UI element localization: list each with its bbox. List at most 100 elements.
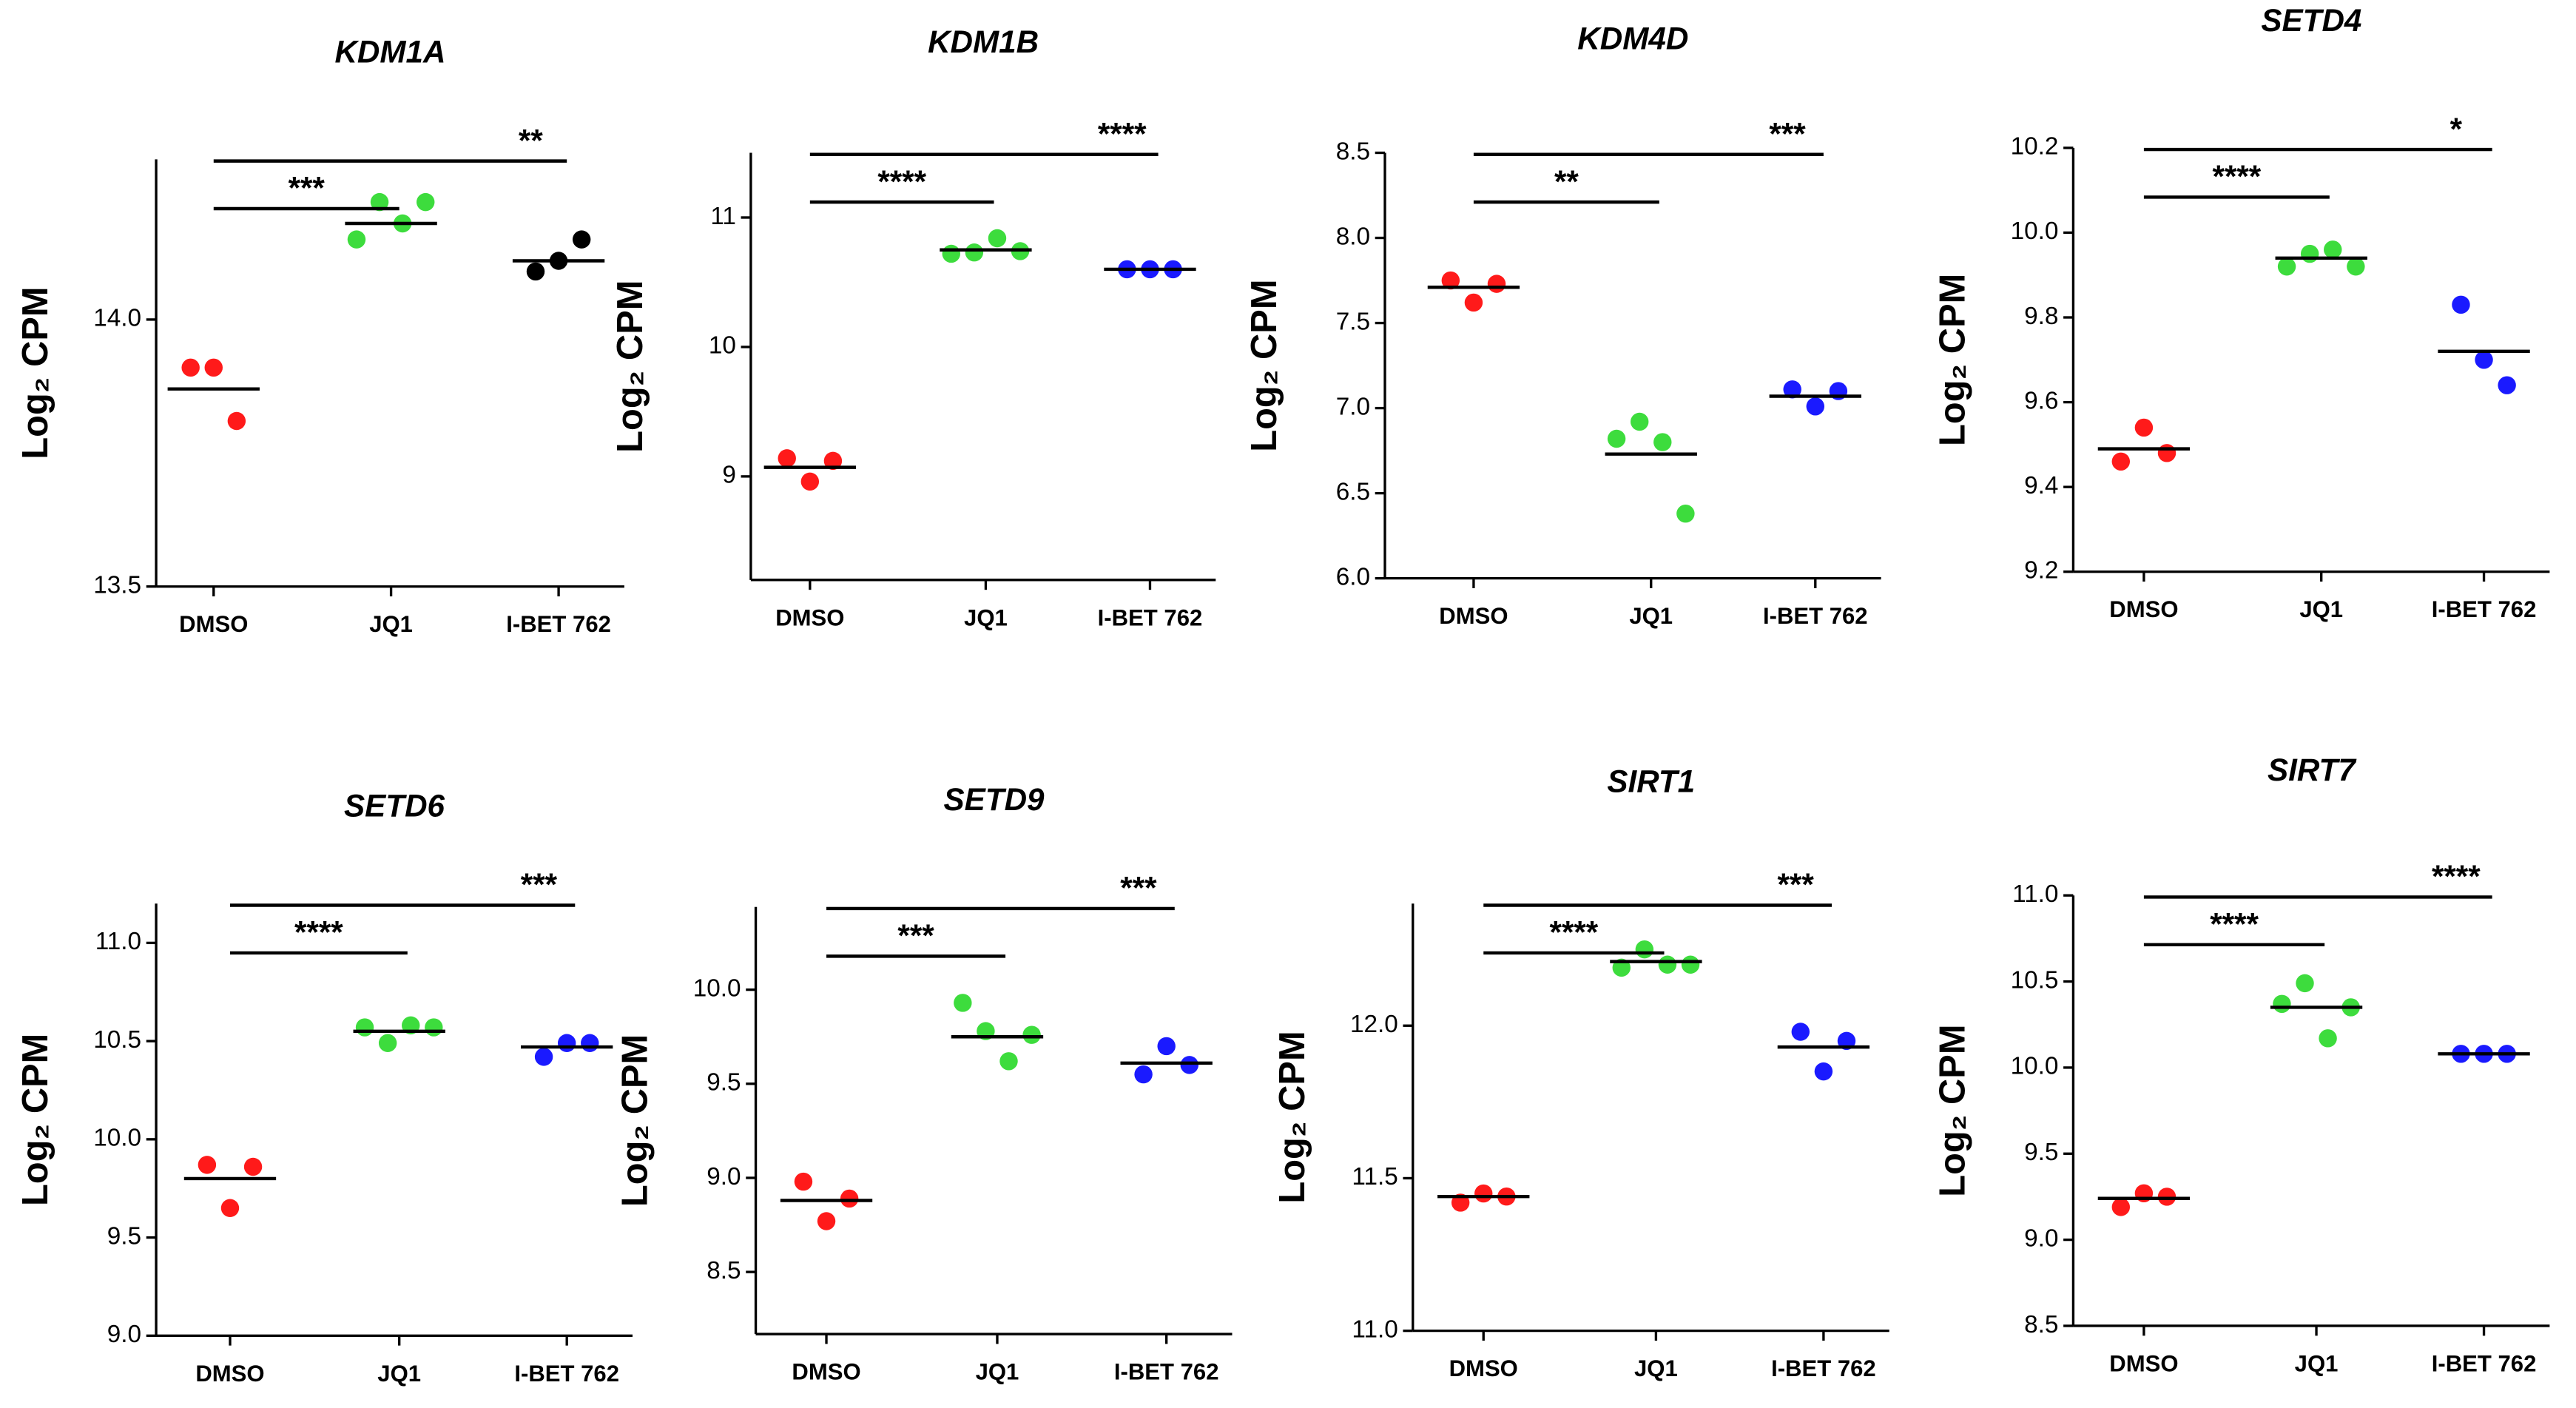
significance-label: *** — [1120, 871, 1157, 906]
data-point — [2134, 418, 2154, 437]
panel: 6.0 6.5 7.0 7.5 8.0 8.5 DMSO JQ1 I-BET 762 KDM4D L… — [1244, 21, 1881, 629]
chart-title: SIRT1 — [1607, 764, 1695, 798]
data-point — [1653, 433, 1672, 451]
data-point — [425, 1018, 443, 1037]
data-point — [2324, 240, 2342, 259]
data-point — [526, 262, 545, 281]
x-tick-label: JQ1 — [2295, 1350, 2339, 1376]
x-tick-label: I-BET 762 — [1763, 603, 1868, 629]
y-tick-label: 9.6 — [2024, 387, 2058, 414]
data-point — [778, 449, 796, 468]
data-point — [2157, 444, 2177, 462]
data-point — [198, 1156, 217, 1174]
y-axis-label: Log₂ CPM — [16, 286, 55, 459]
x-tick-label: DMSO — [195, 1361, 264, 1387]
data-point — [840, 1189, 859, 1208]
chart-title: KDM4D — [1577, 21, 1688, 56]
data-point — [817, 1212, 836, 1230]
data-point — [417, 192, 435, 212]
data-point — [1791, 1023, 1810, 1041]
significance-label: *** — [289, 171, 326, 206]
y-tick-label: 9.5 — [2024, 1139, 2058, 1166]
chart-title: KDM1A — [334, 34, 445, 69]
data-point — [581, 1034, 599, 1052]
significance-label: **** — [1550, 915, 1599, 950]
significance-label: **** — [294, 915, 343, 950]
chart-title: SETD4 — [2261, 3, 2361, 38]
significance-label: **** — [877, 164, 926, 199]
data-point — [1635, 940, 1654, 959]
x-tick-label: JQ1 — [2299, 596, 2343, 622]
data-point — [942, 244, 961, 263]
data-point — [1157, 1037, 1176, 1056]
x-tick-label: JQ1 — [1629, 603, 1673, 629]
y-tick-label: 12.0 — [1350, 1011, 1398, 1038]
x-tick-label: JQ1 — [964, 604, 1008, 630]
data-point — [999, 1052, 1018, 1071]
x-tick-label: I-BET 762 — [514, 1361, 619, 1387]
y-tick-label: 6.0 — [1336, 563, 1370, 590]
significance-label: ** — [519, 123, 543, 158]
data-point — [1022, 1025, 1041, 1044]
significance-label: *** — [897, 918, 934, 953]
significance-label: ** — [1554, 164, 1579, 199]
y-axis-label: Log₂ CPM — [1244, 279, 1284, 451]
significance-label: *** — [521, 867, 558, 902]
x-tick-label: DMSO — [775, 604, 844, 630]
data-point — [823, 451, 843, 471]
data-point — [2157, 1188, 2177, 1206]
x-tick-label: I-BET 762 — [2432, 1350, 2537, 1376]
y-tick-label: 8.5 — [707, 1257, 741, 1284]
data-point — [2296, 974, 2314, 993]
significance-label: **** — [1098, 116, 1147, 151]
data-point — [572, 230, 591, 249]
data-point — [1180, 1056, 1198, 1074]
data-point — [355, 1018, 374, 1037]
x-tick-label: DMSO — [2109, 1350, 2178, 1376]
y-tick-label: 13.5 — [93, 572, 141, 599]
x-tick-label: I-BET 762 — [2432, 596, 2537, 622]
y-axis-label: Log₂ CPM — [16, 1034, 55, 1206]
data-point — [1441, 271, 1460, 290]
chart-title: SIRT7 — [2268, 752, 2357, 787]
y-tick-label: 9.2 — [2024, 557, 2058, 585]
y-tick-label: 11.0 — [95, 928, 141, 955]
data-point — [1464, 293, 1483, 312]
data-point — [2277, 257, 2296, 276]
significance-label: **** — [2432, 859, 2481, 894]
data-point — [1676, 504, 1695, 523]
significance-label: *** — [1778, 867, 1815, 902]
y-axis-label: Log₂ CPM — [1932, 1024, 1972, 1196]
data-point — [794, 1172, 813, 1191]
y-tick-label: 9.0 — [107, 1321, 141, 1348]
x-tick-label: I-BET 762 — [1098, 604, 1203, 630]
x-tick-label: I-BET 762 — [1114, 1359, 1219, 1385]
data-point — [1783, 380, 1801, 399]
panel: 9 10 11 DMSO JQ1 I-BET 762 KDM1B Log₂ CPM **** **… — [610, 24, 1216, 630]
data-point — [534, 1048, 553, 1066]
x-tick-label: DMSO — [179, 611, 248, 637]
data-point — [347, 230, 366, 249]
y-tick-label: 9.0 — [707, 1163, 741, 1190]
data-point — [800, 472, 820, 491]
data-point — [378, 1034, 397, 1052]
panel: 11.0 11.5 12.0 DMSO JQ1 I-BET 762 SIRT1 Log₂ CP… — [1272, 764, 1889, 1381]
data-point — [1806, 397, 1825, 416]
data-point — [370, 192, 389, 212]
data-point — [181, 358, 200, 377]
data-point — [2452, 295, 2470, 314]
data-point — [243, 1157, 263, 1176]
data-point — [965, 243, 984, 262]
y-tick-label: 8.0 — [1336, 223, 1370, 250]
x-tick-label: DMSO — [792, 1359, 860, 1385]
y-tick-label: 8.5 — [1336, 138, 1370, 165]
data-point — [1487, 274, 1506, 293]
y-tick-label: 7.5 — [1336, 308, 1370, 335]
data-point — [2111, 452, 2131, 471]
x-tick-label: JQ1 — [1634, 1355, 1678, 1381]
panel: 9.2 9.4 9.6 9.8 10.0 10.2 DMSO JQ1 I-BET 762 SETD… — [1932, 3, 2550, 622]
y-tick-label: 8.5 — [2024, 1311, 2058, 1338]
y-tick-label: 6.5 — [1336, 478, 1370, 505]
